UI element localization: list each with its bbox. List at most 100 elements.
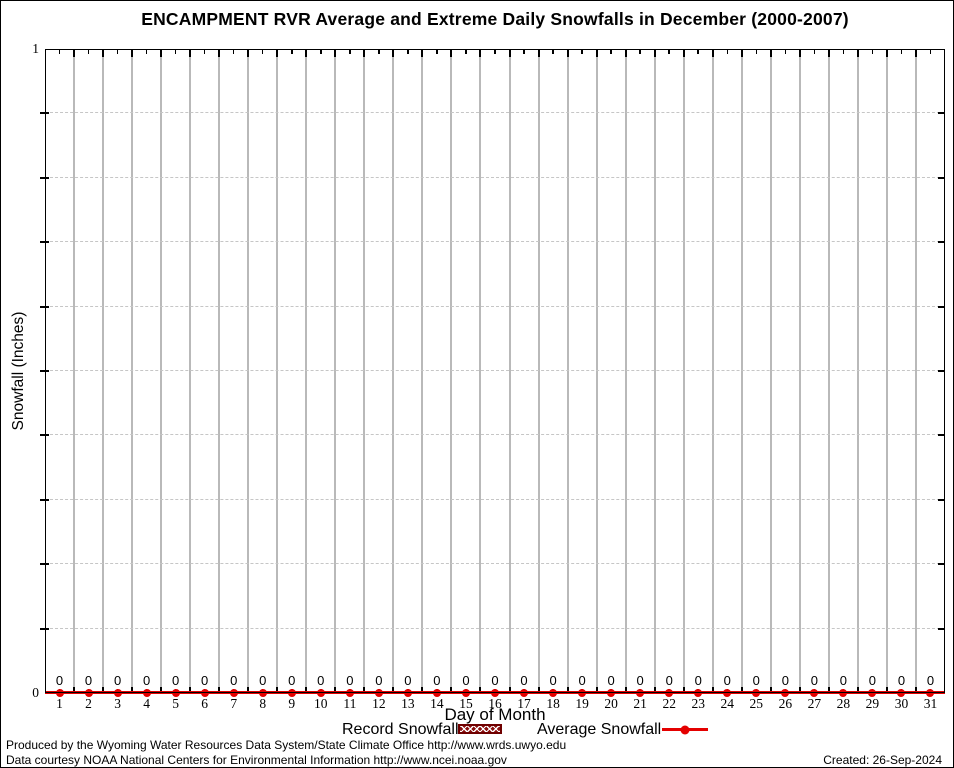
x-tick-major bbox=[653, 49, 656, 57]
grid-line-vertical bbox=[566, 49, 569, 693]
chart-title: ENCAMPMENT RVR Average and Extreme Daily… bbox=[141, 9, 849, 29]
x-tick-major bbox=[624, 687, 627, 693]
data-point-marker bbox=[287, 689, 296, 697]
value-label: 0 bbox=[549, 673, 557, 688]
value-label: 0 bbox=[810, 673, 818, 688]
x-tick-major bbox=[305, 49, 308, 57]
value-label: 0 bbox=[288, 673, 296, 688]
grid-line-vertical bbox=[247, 49, 250, 693]
x-tick-minor bbox=[232, 49, 235, 54]
x-tick-minor bbox=[145, 49, 148, 54]
grid-line-vertical bbox=[595, 49, 598, 693]
value-label: 0 bbox=[346, 673, 354, 688]
data-point-marker bbox=[694, 689, 703, 697]
y-tick-minor bbox=[938, 434, 945, 437]
x-tick-minor bbox=[755, 49, 758, 54]
data-point-marker bbox=[897, 689, 906, 697]
x-tick-minor bbox=[726, 49, 728, 54]
x-tick-major bbox=[537, 687, 540, 693]
x-tick-label: 28 bbox=[836, 696, 851, 711]
x-tick-major bbox=[131, 687, 134, 693]
x-tick-major bbox=[131, 49, 134, 57]
grid-line-vertical bbox=[392, 49, 395, 693]
x-tick-minor bbox=[436, 49, 438, 54]
x-tick-label: 14 bbox=[430, 696, 444, 711]
x-tick-label: 13 bbox=[401, 696, 415, 711]
x-tick-major bbox=[885, 687, 888, 693]
x-tick-minor bbox=[349, 49, 351, 54]
data-point-marker bbox=[461, 689, 470, 697]
grid-line-horizontal bbox=[45, 176, 945, 178]
x-tick-major bbox=[682, 49, 685, 57]
data-point-marker bbox=[926, 689, 935, 697]
x-tick-label: 4 bbox=[143, 696, 150, 711]
data-point-marker bbox=[520, 689, 529, 697]
x-tick-minor bbox=[871, 49, 874, 54]
data-point-marker bbox=[432, 689, 441, 697]
x-tick-minor bbox=[697, 49, 699, 54]
x-tick-major bbox=[682, 687, 685, 693]
legend-average-swatch-icon bbox=[662, 725, 708, 734]
value-label: 0 bbox=[897, 673, 906, 688]
grid-line-vertical bbox=[653, 49, 656, 693]
x-tick-major bbox=[189, 687, 192, 693]
x-tick-major bbox=[595, 687, 598, 693]
grid-line-vertical bbox=[769, 49, 772, 693]
value-label: 0 bbox=[84, 673, 93, 688]
x-tick-major bbox=[856, 49, 859, 57]
value-label: 0 bbox=[433, 673, 441, 688]
x-tick-label: 18 bbox=[546, 696, 560, 711]
grid-line-horizontal bbox=[45, 563, 945, 565]
x-tick-minor bbox=[552, 49, 554, 54]
x-tick-major bbox=[363, 49, 366, 57]
y-tick-minor bbox=[938, 305, 945, 308]
x-tick-label: 15 bbox=[459, 696, 473, 711]
x-tick-major bbox=[885, 49, 888, 57]
value-label: 0 bbox=[201, 673, 209, 688]
x-tick-major bbox=[798, 687, 801, 693]
x-tick-major bbox=[740, 49, 743, 57]
value-label: 0 bbox=[230, 673, 238, 688]
y-tick-label: 0 bbox=[32, 685, 39, 700]
x-tick-major bbox=[479, 687, 482, 693]
x-tick-major bbox=[711, 49, 714, 57]
grid-line-vertical bbox=[885, 49, 888, 693]
x-tick-major bbox=[392, 687, 395, 693]
x-tick-label: 21 bbox=[633, 696, 647, 711]
data-point-marker bbox=[229, 689, 238, 697]
y-tick-minor bbox=[938, 563, 945, 566]
y-tick-minor bbox=[40, 241, 49, 244]
grid-line-vertical bbox=[740, 49, 743, 693]
data-point-marker bbox=[839, 689, 848, 697]
x-tick-label: 9 bbox=[288, 696, 296, 711]
x-tick-major bbox=[247, 687, 250, 693]
grid-line-vertical bbox=[711, 49, 714, 693]
y-tick-minor bbox=[40, 112, 49, 115]
value-label: 0 bbox=[462, 673, 470, 688]
x-tick-minor bbox=[407, 49, 409, 54]
y-tick-minor bbox=[40, 370, 49, 372]
value-label: 0 bbox=[694, 673, 702, 688]
grid-line-vertical bbox=[682, 49, 685, 693]
x-tick-label: 27 bbox=[807, 696, 822, 711]
y-tick-minor bbox=[938, 241, 945, 244]
data-point-marker bbox=[345, 689, 354, 697]
x-tick-major bbox=[160, 687, 163, 693]
x-tick-minor bbox=[610, 49, 612, 54]
grid-line-vertical bbox=[508, 49, 511, 693]
grid-line-vertical bbox=[537, 49, 540, 693]
x-tick-major bbox=[914, 687, 917, 693]
x-tick-major bbox=[334, 49, 337, 57]
x-tick-label: 29 bbox=[865, 696, 880, 711]
y-tick-minor bbox=[40, 434, 49, 437]
x-tick-label: 31 bbox=[923, 696, 938, 711]
x-tick-major bbox=[566, 49, 569, 57]
x-tick-major bbox=[218, 687, 221, 693]
x-tick-major bbox=[479, 49, 482, 57]
x-tick-minor bbox=[116, 49, 119, 54]
legend-average-dot-icon bbox=[680, 725, 690, 734]
x-tick-minor bbox=[842, 49, 845, 54]
x-tick-label: 3 bbox=[114, 696, 121, 711]
y-tick-minor bbox=[938, 112, 945, 115]
